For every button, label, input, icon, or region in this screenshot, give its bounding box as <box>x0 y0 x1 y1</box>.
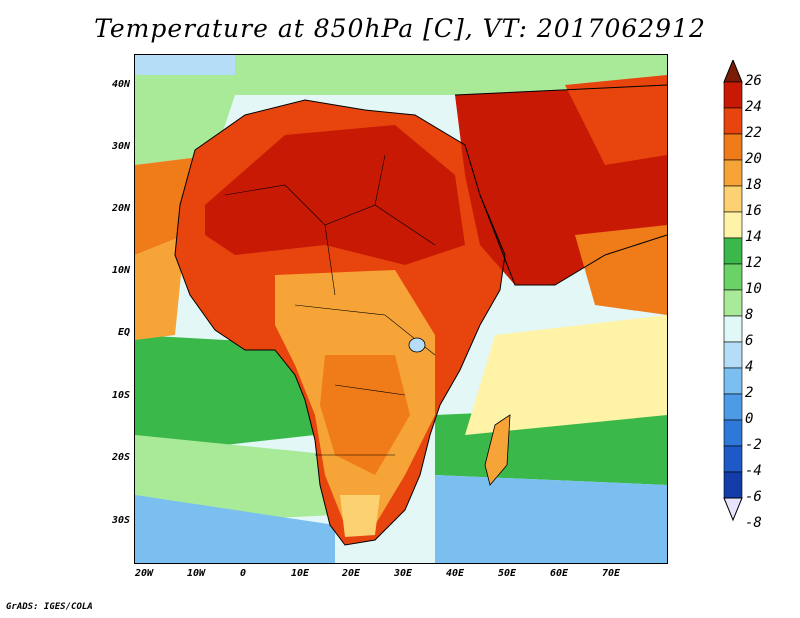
lon-label: 50E <box>498 568 517 579</box>
lat-label: 10N <box>111 265 130 276</box>
colorbar-segment <box>723 419 743 447</box>
lon-label: 30E <box>394 568 413 579</box>
lat-label: 40N <box>111 79 130 90</box>
lat-label: 20S <box>111 452 130 463</box>
lon-label: 20W <box>135 568 154 579</box>
map-canvas <box>135 55 667 563</box>
colorbar-tick-label: 16 <box>745 203 762 219</box>
colorbar <box>723 60 743 522</box>
credit-text: GrADS: IGES/COLA <box>6 602 93 612</box>
colorbar-segment <box>723 445 743 473</box>
colorbar-segment <box>723 263 743 291</box>
colorbar-tick-label: 14 <box>745 229 762 245</box>
lat-label: 30S <box>111 515 130 526</box>
map-title: Temperature at 850hPa [C], VT: 201706291… <box>94 14 706 43</box>
colorbar-tick-label: 20 <box>745 151 762 167</box>
colorbar-tick-label: -2 <box>745 437 762 453</box>
lat-label: 10S <box>111 390 130 401</box>
colorbar-tick-label: -4 <box>745 463 762 479</box>
colorbar-segment <box>723 367 743 395</box>
colorbar-segment <box>723 341 743 369</box>
colorbar-segment <box>723 237 743 265</box>
colorbar-tick-label: -8 <box>745 515 762 531</box>
colorbar-segment <box>723 81 743 109</box>
colorbar-segment <box>723 211 743 239</box>
lat-label: 20N <box>111 203 130 214</box>
lon-label: 20E <box>342 568 361 579</box>
temperature-map <box>134 54 668 564</box>
lon-label: 0 <box>240 568 247 579</box>
lon-label: 10E <box>291 568 310 579</box>
colorbar-min-arrow <box>723 497 743 522</box>
colorbar-tick-label: 22 <box>745 125 762 141</box>
colorbar-segment <box>723 393 743 421</box>
lon-label: 70E <box>602 568 621 579</box>
colorbar-max-arrow <box>723 60 743 83</box>
colorbar-tick-label: 4 <box>745 359 754 375</box>
colorbar-tick-label: 24 <box>745 99 762 115</box>
lon-label: 10W <box>187 568 206 579</box>
colorbar-tick-label: 26 <box>745 73 762 89</box>
colorbar-segment <box>723 289 743 317</box>
colorbar-tick-label: 2 <box>745 385 754 401</box>
colorbar-segment <box>723 159 743 187</box>
colorbar-segment <box>723 107 743 135</box>
colorbar-tick-label: 0 <box>745 411 754 427</box>
lat-label: 30N <box>111 141 130 152</box>
colorbar-tick-label: 8 <box>745 307 754 323</box>
colorbar-tick-label: 10 <box>745 281 762 297</box>
colorbar-tick-label: 12 <box>745 255 762 271</box>
colorbar-segment <box>723 133 743 161</box>
colorbar-tick-label: -6 <box>745 489 762 505</box>
colorbar-tick-label: 18 <box>745 177 762 193</box>
lon-label: 40E <box>446 568 465 579</box>
colorbar-segment <box>723 185 743 213</box>
colorbar-segment <box>723 315 743 343</box>
colorbar-tick-label: 6 <box>745 333 754 349</box>
lat-label: EQ <box>117 327 130 338</box>
colorbar-segment <box>723 471 743 499</box>
lon-label: 60E <box>550 568 569 579</box>
